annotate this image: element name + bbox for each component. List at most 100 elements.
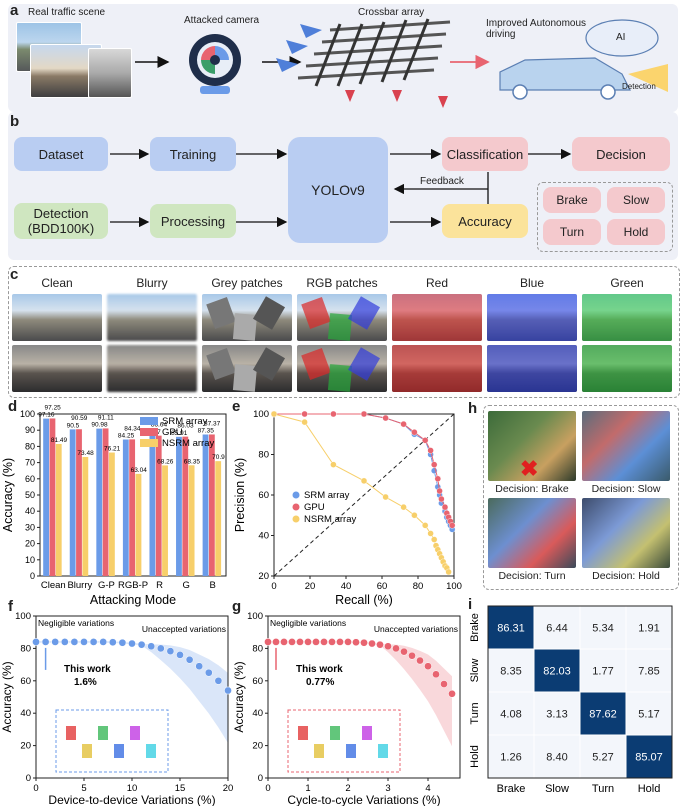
y-tick-label: 90 — [25, 425, 35, 435]
device-cell — [314, 744, 324, 758]
accuracy-box: Accuracy — [442, 204, 528, 238]
x-tick-label: 4 — [425, 783, 430, 794]
panel-a-graphics — [135, 18, 668, 108]
camera-icon — [189, 34, 241, 94]
matrix-value: 5.17 — [638, 709, 659, 721]
device-cell — [346, 744, 356, 758]
data-point — [118, 638, 127, 647]
data-point — [156, 644, 165, 653]
bar — [149, 435, 156, 576]
matrix-cell — [625, 734, 673, 779]
bar — [76, 429, 82, 576]
legend-swatch — [140, 428, 158, 436]
color-tint-overlay — [582, 294, 672, 341]
x-tick-label: 40 — [341, 581, 352, 592]
matrix-cell — [579, 648, 627, 693]
decision-caption: Decision: Slow — [591, 483, 661, 495]
matrix-cell — [625, 691, 673, 736]
data-point — [436, 487, 443, 495]
data-point — [272, 638, 280, 646]
data-point — [176, 651, 184, 659]
bar-value-label: 76.21 — [104, 446, 121, 453]
series-line — [274, 413, 453, 530]
diagonal-reference-line — [273, 413, 455, 577]
y-tick-label: 60 — [252, 676, 263, 687]
matrix-value: 6.44 — [546, 623, 567, 635]
panel-h-frame — [483, 405, 679, 590]
ai-cloud-icon — [585, 19, 659, 57]
bar — [96, 428, 103, 576]
device-cell — [146, 744, 156, 758]
x-tick-label: 1 — [305, 783, 310, 794]
bar — [82, 456, 89, 576]
matrix-cell — [533, 605, 581, 650]
data-point — [430, 536, 438, 543]
data-point — [204, 668, 213, 677]
annotation-unaccepted: Unaccepted variations — [142, 624, 226, 634]
series-line — [274, 413, 453, 526]
panel-a-label: a — [10, 2, 19, 19]
y-tick-label: 20 — [252, 741, 263, 752]
data-point — [400, 420, 407, 428]
bar-value-label: 84.25 — [118, 433, 135, 440]
y-tick-label: 40 — [20, 708, 31, 719]
matrix-value: 1.26 — [500, 752, 521, 764]
patch-overlay — [206, 348, 236, 380]
legend-marker — [292, 491, 300, 499]
column-label: Slow — [545, 783, 569, 795]
hold-option: Hold — [607, 219, 665, 245]
attack-header: RGB patches — [306, 276, 378, 290]
bar — [49, 418, 56, 576]
attack-example-image — [107, 345, 197, 392]
y-tick-label: 20 — [258, 571, 269, 582]
y-tick-label: 20 — [20, 741, 31, 752]
color-tint-overlay — [487, 345, 577, 392]
bar — [188, 465, 195, 576]
patch-overlay — [206, 297, 236, 329]
matrix-value: 1.77 — [592, 666, 613, 678]
bar — [43, 418, 50, 576]
legend-marker — [292, 515, 300, 523]
data-point — [440, 680, 448, 688]
decision-example-image — [488, 498, 576, 568]
attack-example-image — [297, 345, 387, 392]
detection-line2: (BDD100K) — [27, 221, 95, 236]
data-point — [99, 638, 108, 646]
matrix-value: 87.62 — [589, 709, 617, 721]
color-tint-overlay — [582, 345, 672, 392]
data-point — [70, 638, 79, 646]
brake-option: Brake — [543, 187, 601, 213]
patch-overlay — [252, 347, 286, 381]
data-point — [448, 522, 456, 529]
data-point — [408, 651, 416, 660]
matrix-value: 5.27 — [592, 752, 613, 764]
y-tick-label: 60 — [20, 676, 31, 687]
decision-example-image — [582, 411, 670, 481]
attack-example-image — [202, 294, 292, 341]
inset-frame — [287, 709, 401, 773]
x-tick-label: 3 — [385, 783, 390, 794]
annotation-unaccepted: Unaccepted variations — [374, 624, 458, 634]
annotation-negligible: Negligible variations — [38, 618, 114, 628]
bar-value-label: 63.04 — [131, 467, 148, 474]
y-tick-label: 100 — [253, 409, 269, 420]
matrix-frame — [487, 605, 673, 779]
x-tick-label: 15 — [175, 783, 186, 794]
data-point — [448, 689, 456, 698]
data-point — [336, 638, 344, 646]
y-tick-label: 100 — [15, 611, 31, 622]
data-point — [264, 638, 272, 646]
stop-cross-icon: ✖ — [520, 456, 539, 481]
traffic-scene-photo-third — [88, 48, 132, 98]
y-axis-label: Precision (%) — [233, 458, 247, 532]
decision-caption: Decision: Hold — [592, 570, 660, 582]
this-work-label: This work — [64, 664, 111, 675]
bar-value-label: 97.25 — [45, 404, 62, 411]
data-point — [360, 638, 368, 647]
bar-value-label: 91.11 — [98, 414, 114, 421]
patch-overlay — [347, 347, 381, 381]
data-point — [270, 410, 278, 418]
panel-g-label: g — [232, 598, 242, 615]
data-point — [137, 640, 146, 649]
